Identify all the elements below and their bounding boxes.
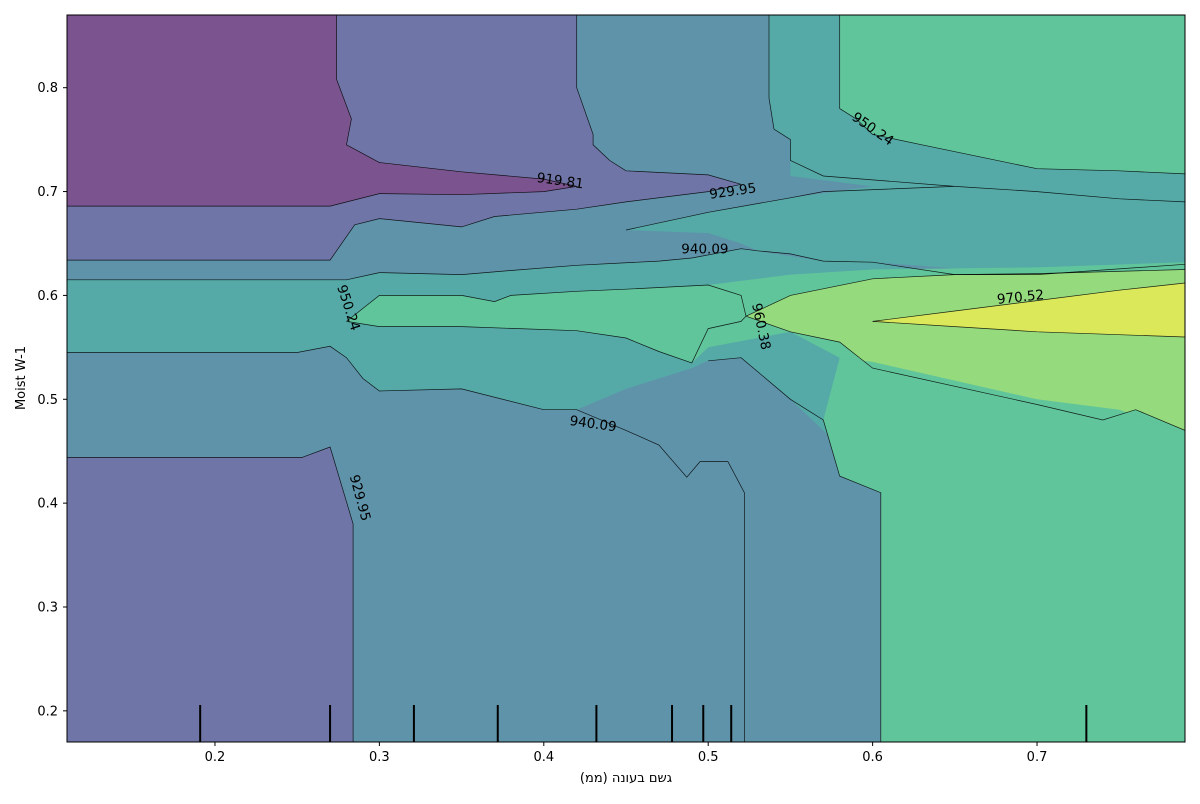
rug-marks [199, 705, 1088, 742]
y-tick-label-2: 0.3 [37, 600, 58, 615]
contour-line-7 [67, 345, 745, 742]
y-tick-label-6: 0.7 [37, 185, 58, 200]
contour-line-11 [745, 315, 1185, 431]
x-tick-label-5: 0.6 [862, 750, 883, 765]
contour-label-6: 970.52 [996, 287, 1045, 308]
contour-label-2: 929.95 [708, 180, 757, 202]
contour-line-13 [872, 321, 1185, 338]
region-level-5-bottom-right [823, 357, 1185, 742]
y-axis: 0.2 0.3 0.4 0.5 0.6 0.7 0.8 [37, 81, 67, 719]
region-level-1-top-left [67, 15, 577, 207]
y-tick-label-1: 0.2 [37, 704, 58, 719]
y-tick-label-7: 0.8 [37, 81, 58, 96]
contour-line-10 [745, 269, 1185, 317]
x-tick-label-3: 0.4 [533, 750, 554, 765]
y-tick-label-5: 0.6 [37, 289, 58, 304]
x-axis: 0.2 0.3 0.4 0.5 0.6 0.7 [205, 742, 1048, 765]
x-axis-label: גשם בעונה (ממ) [580, 771, 672, 786]
y-tick-label-4: 0.5 [37, 393, 58, 408]
contour-line-5 [839, 15, 1185, 175]
y-axis-label: Moist W-1 [14, 346, 29, 410]
contour-line-1 [67, 15, 577, 207]
contour-line-2 [67, 15, 742, 261]
region-level-4-bottom-mid [67, 346, 745, 742]
contour-line-8 [67, 446, 354, 742]
contour-line-6 [954, 186, 1185, 203]
contour-label-7: 940.09 [569, 413, 618, 435]
contour-label-3: 940.09 [681, 242, 728, 258]
contour-line-14 [708, 357, 882, 742]
y-tick-label-3: 0.4 [37, 497, 58, 512]
contour-line-4 [625, 15, 955, 231]
x-tick-label-1: 0.2 [205, 750, 226, 765]
x-tick-label-4: 0.5 [698, 750, 719, 765]
contour-label-1: 919.81 [536, 170, 585, 192]
contour-lines [67, 15, 1185, 742]
region-level-3-lower [67, 447, 354, 742]
x-tick-label-2: 0.3 [369, 750, 390, 765]
region-level-5-top-right [839, 15, 1185, 174]
region-level-7-peak [872, 283, 1185, 337]
plot-frame [66, 14, 1186, 743]
x-tick-label-6: 0.7 [1027, 750, 1048, 765]
contour-line-3 [67, 248, 1185, 281]
contour-line-12 [872, 282, 1185, 322]
